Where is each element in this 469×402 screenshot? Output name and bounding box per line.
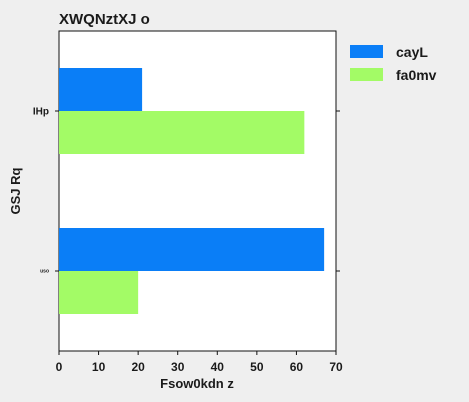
bar-fa0mv-IHp	[59, 111, 305, 154]
legend-label-cayL: cayL	[396, 44, 428, 60]
legend: cayL fa0mv	[350, 44, 437, 83]
bar-cayL-uso	[59, 228, 325, 271]
y-axis-label: GSJ Rq	[8, 167, 23, 214]
x-tick-label: 0	[56, 360, 63, 374]
x-tick-label: 40	[211, 360, 225, 374]
x-axis: 0 10 20 30 40 50 60 70	[56, 351, 343, 374]
bars-layer	[59, 68, 325, 314]
x-tick-label: 70	[329, 360, 343, 374]
bar-cayL-IHp	[59, 68, 143, 111]
legend-swatch-fa0mv	[350, 68, 383, 81]
y-tick-label: IHp	[33, 107, 49, 118]
y-axis: IHp uso	[33, 107, 340, 275]
legend-label-fa0mv: fa0mv	[396, 67, 437, 83]
bar-fa0mv-uso	[59, 271, 139, 314]
x-axis-label: Fsow0kdn z	[160, 376, 234, 391]
legend-swatch-cayL	[350, 45, 383, 58]
x-tick-label: 30	[171, 360, 185, 374]
y-tick-label: uso	[40, 269, 49, 275]
x-tick-label: 20	[131, 360, 145, 374]
x-tick-label: 50	[250, 360, 264, 374]
x-tick-label: 60	[290, 360, 304, 374]
chart-title: XWQNztXJ o	[59, 11, 150, 28]
x-tick-label: 10	[92, 360, 106, 374]
